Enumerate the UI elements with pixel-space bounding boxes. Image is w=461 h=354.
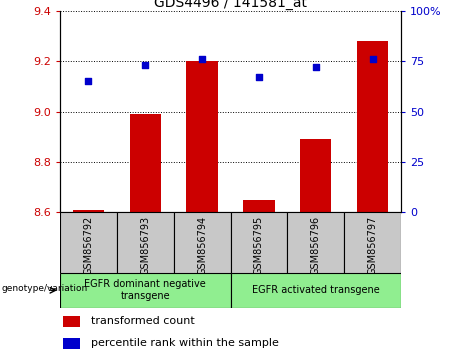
Bar	[230, 273, 401, 308]
Point	[255, 74, 263, 80]
Bar	[300, 139, 331, 212]
Point	[85, 79, 92, 84]
Text: GSM856797: GSM856797	[367, 215, 378, 275]
Bar	[60, 212, 117, 273]
Bar	[287, 212, 344, 273]
Title: GDS4496 / 141581_at: GDS4496 / 141581_at	[154, 0, 307, 10]
Bar	[63, 338, 80, 349]
Text: EGFR dominant negative
transgene: EGFR dominant negative transgene	[84, 279, 206, 301]
Bar	[174, 212, 230, 273]
Text: EGFR activated transgene: EGFR activated transgene	[252, 285, 380, 295]
Text: GSM856792: GSM856792	[83, 215, 94, 275]
Bar	[117, 212, 174, 273]
Bar	[230, 212, 287, 273]
Bar	[243, 200, 275, 212]
Text: GSM856795: GSM856795	[254, 215, 264, 275]
Text: GSM856793: GSM856793	[140, 215, 150, 275]
Text: GSM856794: GSM856794	[197, 215, 207, 275]
Point	[312, 64, 319, 70]
Bar	[130, 114, 161, 212]
Bar	[186, 61, 218, 212]
Bar	[73, 210, 104, 212]
Text: transformed count: transformed count	[91, 316, 195, 326]
Bar	[60, 273, 230, 308]
Text: GSM856796: GSM856796	[311, 215, 321, 275]
Bar	[357, 41, 388, 212]
Bar	[63, 316, 80, 327]
Bar	[344, 212, 401, 273]
Point	[142, 62, 149, 68]
Text: genotype/variation: genotype/variation	[1, 284, 88, 293]
Text: percentile rank within the sample: percentile rank within the sample	[91, 338, 278, 348]
Point	[198, 56, 206, 62]
Point	[369, 56, 376, 62]
